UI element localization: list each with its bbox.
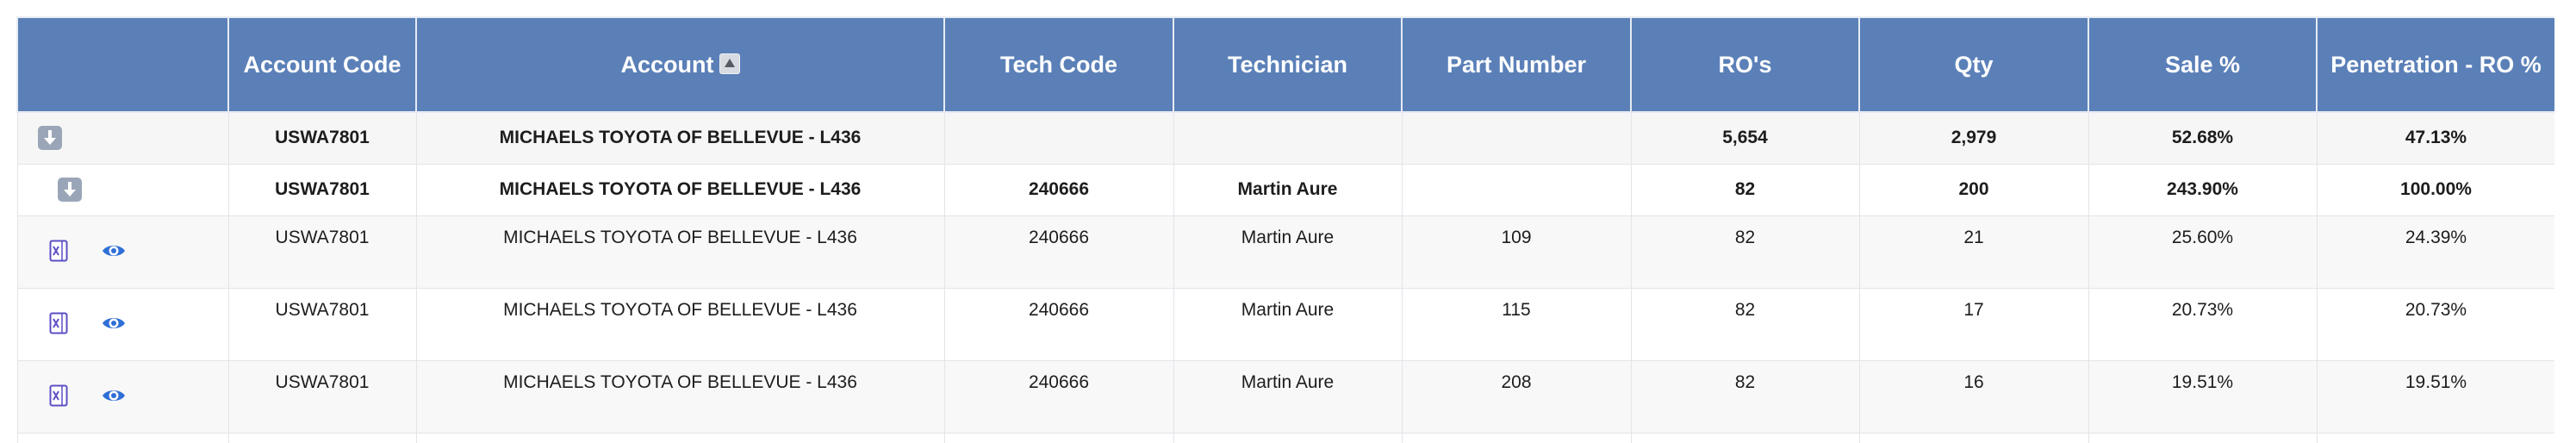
cell-account-code: USWA7801	[227, 215, 417, 289]
eye-view-icon[interactable]	[102, 315, 126, 332]
header-technician[interactable]: Technician	[1173, 16, 1403, 113]
cell-technician: Martin Aure	[1173, 163, 1403, 216]
cell-account: MICHAELS TOYOTA OF BELLEVUE - L436	[415, 287, 945, 361]
cell-empty	[1858, 432, 2089, 443]
cell-part-number	[1401, 111, 1632, 165]
header-controls	[16, 16, 229, 113]
excel-export-icon[interactable]	[49, 240, 68, 262]
cell-tech-code: 240666	[943, 359, 1174, 434]
cell-account: MICHAELS TOYOTA OF BELLEVUE - L436	[415, 215, 945, 289]
cell-empty	[16, 432, 229, 443]
cell-empty	[227, 432, 417, 443]
cell-empty	[1173, 432, 1403, 443]
cell-empty	[943, 432, 1174, 443]
report-table: Account Code Account Tech Code Technicia…	[16, 16, 2554, 443]
expand-down-arrow-icon[interactable]	[37, 126, 62, 151]
table-row-account-summary: USWA7801 MICHAELS TOYOTA OF BELLEVUE - L…	[16, 111, 2554, 165]
report-table-container: Account Code Account Tech Code Technicia…	[16, 16, 2554, 443]
cell-technician: Martin Aure	[1173, 215, 1403, 289]
cell-account-code: USWA7801	[227, 359, 417, 434]
cell-penetration: 19.51%	[2316, 359, 2554, 434]
cell-technician	[1173, 111, 1403, 165]
cell-qty: 21	[1858, 215, 2089, 289]
excel-export-icon[interactable]	[49, 312, 68, 334]
cell-sale-pct: 52.68%	[2088, 111, 2318, 165]
expand-down-arrow-icon[interactable]	[57, 178, 82, 202]
cell-empty	[2088, 432, 2318, 443]
table-row: USWA7801 MICHAELS TOYOTA OF BELLEVUE - L…	[16, 215, 2554, 289]
cell-technician: Martin Aure	[1173, 287, 1403, 361]
row-controls	[16, 215, 229, 289]
table-row: USWA7801 MICHAELS TOYOTA OF BELLEVUE - L…	[16, 359, 2554, 434]
eye-view-icon[interactable]	[102, 387, 126, 404]
cell-part-number: 115	[1401, 287, 1632, 361]
cell-ros: 5,654	[1630, 111, 1860, 165]
cell-empty	[2316, 432, 2554, 443]
cell-tech-code	[943, 111, 1174, 165]
cell-tech-code: 240666	[943, 163, 1174, 216]
cell-tech-code: 240666	[943, 287, 1174, 361]
cell-account-code: USWA7801	[227, 111, 417, 165]
row-controls	[16, 287, 229, 361]
cell-ros: 82	[1630, 163, 1860, 216]
cell-penetration: 20.73%	[2316, 287, 2554, 361]
cell-ros: 82	[1630, 287, 1860, 361]
cell-technician: Martin Aure	[1173, 359, 1403, 434]
cell-penetration: 24.39%	[2316, 215, 2554, 289]
cell-account: MICHAELS TOYOTA OF BELLEVUE - L436	[415, 163, 945, 216]
header-account-code[interactable]: Account Code	[227, 16, 417, 113]
row-controls	[16, 163, 229, 216]
table-row-partial	[16, 432, 2554, 443]
header-penetration[interactable]: Penetration - RO %	[2316, 16, 2554, 113]
table-row: USWA7801 MICHAELS TOYOTA OF BELLEVUE - L…	[16, 287, 2554, 361]
header-account-label: Account	[620, 52, 714, 78]
cell-ros: 82	[1630, 215, 1860, 289]
row-controls	[16, 111, 229, 165]
cell-account-code: USWA7801	[227, 163, 417, 216]
header-ros[interactable]: RO's	[1630, 16, 1860, 113]
cell-sale-pct: 20.73%	[2088, 287, 2318, 361]
row-controls	[16, 359, 229, 434]
sort-ascending-icon[interactable]	[719, 53, 740, 74]
cell-part-number	[1401, 163, 1632, 216]
cell-part-number: 109	[1401, 215, 1632, 289]
cell-qty: 17	[1858, 287, 2089, 361]
header-tech-code[interactable]: Tech Code	[943, 16, 1174, 113]
cell-sale-pct: 243.90%	[2088, 163, 2318, 216]
cell-penetration: 47.13%	[2316, 111, 2554, 165]
cell-qty: 2,979	[1858, 111, 2089, 165]
cell-ros: 82	[1630, 359, 1860, 434]
table-header-row: Account Code Account Tech Code Technicia…	[16, 16, 2554, 113]
table-row-technician-summary: USWA7801 MICHAELS TOYOTA OF BELLEVUE - L…	[16, 163, 2554, 216]
cell-part-number: 208	[1401, 359, 1632, 434]
cell-empty	[1630, 432, 1860, 443]
cell-account: MICHAELS TOYOTA OF BELLEVUE - L436	[415, 359, 945, 434]
header-qty[interactable]: Qty	[1858, 16, 2089, 113]
cell-account-code: USWA7801	[227, 287, 417, 361]
cell-qty: 16	[1858, 359, 2089, 434]
header-account[interactable]: Account	[415, 16, 945, 113]
cell-sale-pct: 25.60%	[2088, 215, 2318, 289]
header-sale-pct[interactable]: Sale %	[2088, 16, 2318, 113]
cell-tech-code: 240666	[943, 215, 1174, 289]
cell-penetration: 100.00%	[2316, 163, 2554, 216]
excel-export-icon[interactable]	[49, 384, 68, 407]
eye-view-icon[interactable]	[102, 242, 126, 259]
header-part-number[interactable]: Part Number	[1401, 16, 1632, 113]
cell-empty	[415, 432, 945, 443]
cell-account: MICHAELS TOYOTA OF BELLEVUE - L436	[415, 111, 945, 165]
cell-empty	[1401, 432, 1632, 443]
cell-sale-pct: 19.51%	[2088, 359, 2318, 434]
row-actions	[23, 312, 127, 340]
row-actions	[23, 240, 127, 267]
cell-qty: 200	[1858, 163, 2089, 216]
row-actions	[23, 384, 127, 412]
